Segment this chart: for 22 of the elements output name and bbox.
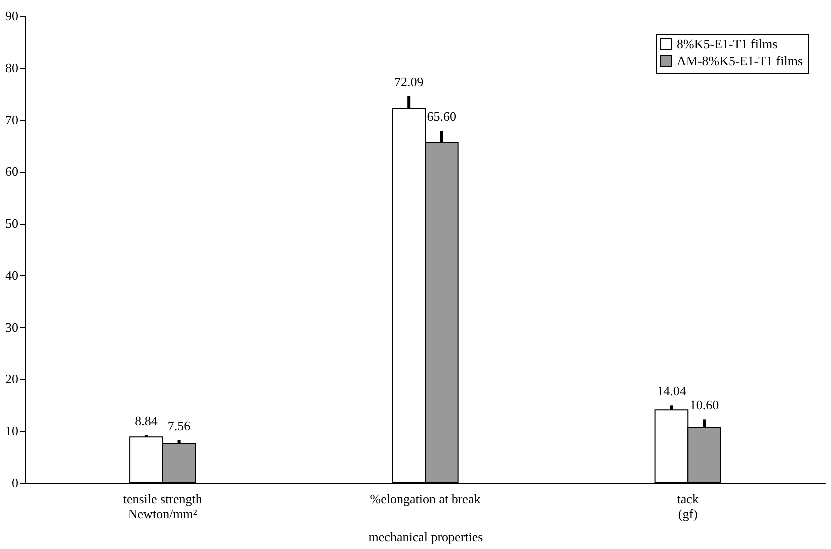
x-tick-label: tensile strength Newton/mm² (123, 492, 203, 522)
data-label: 72.09 (394, 74, 424, 90)
y-tick-label: 60 (6, 164, 18, 180)
y-tick-label: 10 (6, 424, 18, 439)
y-tick-label: 90 (6, 8, 18, 24)
x-tick-label: tack (gf) (677, 492, 700, 522)
y-tick-label: 20 (6, 372, 18, 387)
y-tick-label: 70 (6, 112, 18, 128)
x-axis-title: mechanical properties (368, 530, 484, 544)
legend-label: AM-8%K5-E1-T1 films (677, 54, 804, 68)
y-tick-label: 80 (6, 60, 18, 76)
y-tick-label: 50 (6, 216, 18, 232)
data-label: 65.60 (427, 109, 457, 124)
data-label: 10.60 (690, 398, 720, 413)
x-tick-label: %elongation at break (370, 492, 482, 506)
y-tick-label: 0 (12, 476, 18, 490)
y-tick-label: 30 (6, 320, 18, 335)
data-label: 8.84 (135, 413, 158, 428)
data-label: 7.56 (168, 418, 192, 434)
data-label: 14.04 (657, 384, 687, 399)
legend-label: 8%K5-E1-T1 films (677, 36, 778, 52)
y-tick-label: 40 (6, 268, 18, 283)
